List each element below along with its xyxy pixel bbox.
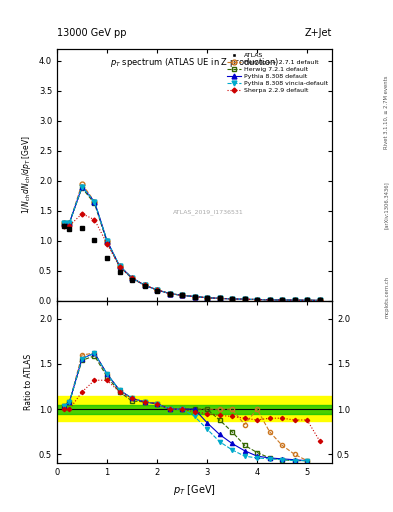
Y-axis label: Ratio to ATLAS: Ratio to ATLAS <box>24 354 33 410</box>
Text: Z+Jet: Z+Jet <box>305 28 332 38</box>
Y-axis label: $1/N_{\rm ch}\,dN_{\rm ch}/dp_T\;[\mathrm{GeV}]$: $1/N_{\rm ch}\,dN_{\rm ch}/dp_T\;[\mathr… <box>20 135 33 214</box>
X-axis label: $p_T$ [GeV]: $p_T$ [GeV] <box>173 483 216 497</box>
Legend: ATLAS, Herwig++ 2.7.1 default, Herwig 7.2.1 default, Pythia 8.308 default, Pythi: ATLAS, Herwig++ 2.7.1 default, Herwig 7.… <box>226 52 329 94</box>
Text: $p_T$ spectrum (ATLAS UE in Z production): $p_T$ spectrum (ATLAS UE in Z production… <box>110 56 279 69</box>
Text: ATLAS_2019_I1736531: ATLAS_2019_I1736531 <box>173 209 244 216</box>
Text: mcplots.cern.ch: mcplots.cern.ch <box>384 276 389 318</box>
Text: [arXiv:1306.3436]: [arXiv:1306.3436] <box>384 181 389 229</box>
Text: Rivet 3.1.10, ≥ 2.7M events: Rivet 3.1.10, ≥ 2.7M events <box>384 76 389 150</box>
Text: 13000 GeV pp: 13000 GeV pp <box>57 28 127 38</box>
